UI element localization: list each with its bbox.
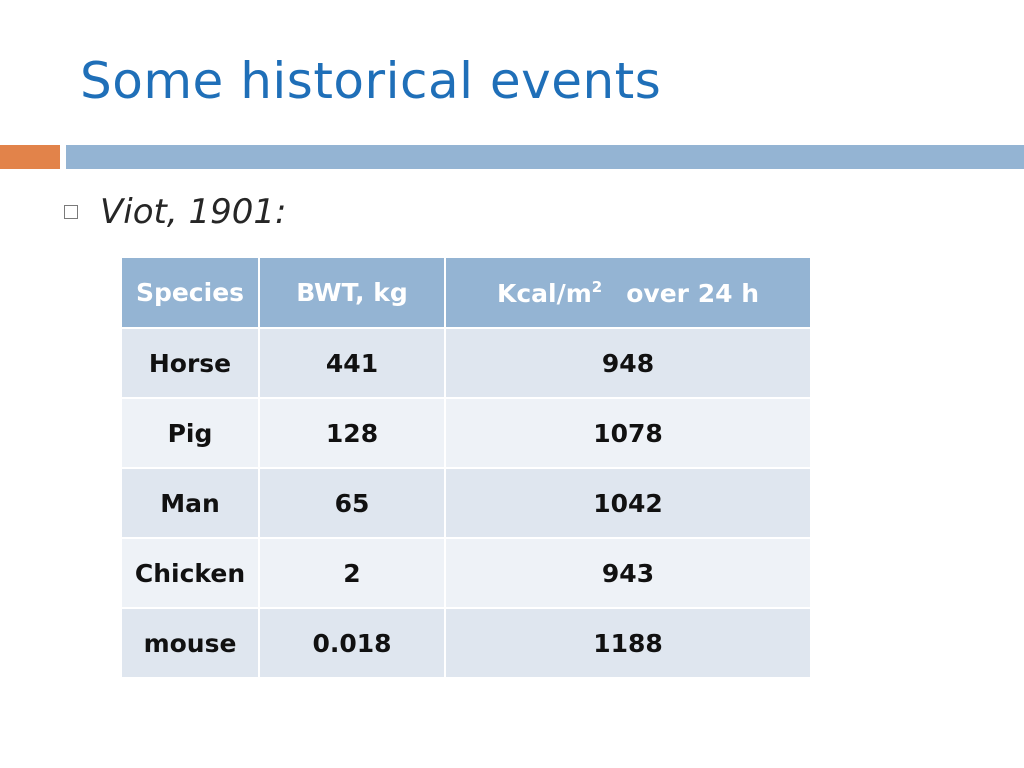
- cell-kcal: 1042: [444, 467, 812, 539]
- cell-bwt: 128: [258, 397, 446, 469]
- header-bwt: BWT, kg: [258, 256, 446, 329]
- table-row: Man 65 1042: [120, 467, 812, 539]
- cell-species: Horse: [120, 327, 260, 399]
- cell-species: Man: [120, 467, 260, 539]
- header-kcal-suffix: over 24 h: [626, 278, 759, 308]
- table-row: Horse 441 948: [120, 327, 812, 399]
- data-table: Species BWT, kg Kcal/m2 over 24 h Horse 4…: [120, 256, 812, 679]
- table-row: Pig 128 1078: [120, 397, 812, 469]
- cell-kcal: 943: [444, 537, 812, 609]
- cell-kcal: 1078: [444, 397, 812, 469]
- cell-kcal: 1188: [444, 607, 812, 679]
- cell-bwt: 2: [258, 537, 446, 609]
- table-header-row: Species BWT, kg Kcal/m2 over 24 h: [120, 256, 812, 329]
- header-kcal-sup: 2: [591, 277, 603, 296]
- header-kcal: Kcal/m2 over 24 h: [444, 256, 812, 329]
- square-bullet-icon: [64, 205, 78, 219]
- cell-bwt: 0.018: [258, 607, 446, 679]
- cell-bwt: 441: [258, 327, 446, 399]
- cell-species: Chicken: [120, 537, 260, 609]
- accent-bar-blue: [66, 145, 1024, 169]
- header-species: Species: [120, 256, 260, 329]
- cell-bwt: 65: [258, 467, 446, 539]
- header-kcal-base: Kcal/m: [496, 278, 592, 308]
- cell-species: Pig: [120, 397, 260, 469]
- cell-species: mouse: [120, 607, 260, 679]
- bullet-text: Viot, 1901:: [100, 192, 287, 232]
- table-row: mouse 0.018 1188: [120, 607, 812, 679]
- table-row: Chicken 2 943: [120, 537, 812, 609]
- slide-title: Some historical events: [80, 52, 662, 110]
- accent-bar-orange: [0, 145, 60, 169]
- cell-kcal: 948: [444, 327, 812, 399]
